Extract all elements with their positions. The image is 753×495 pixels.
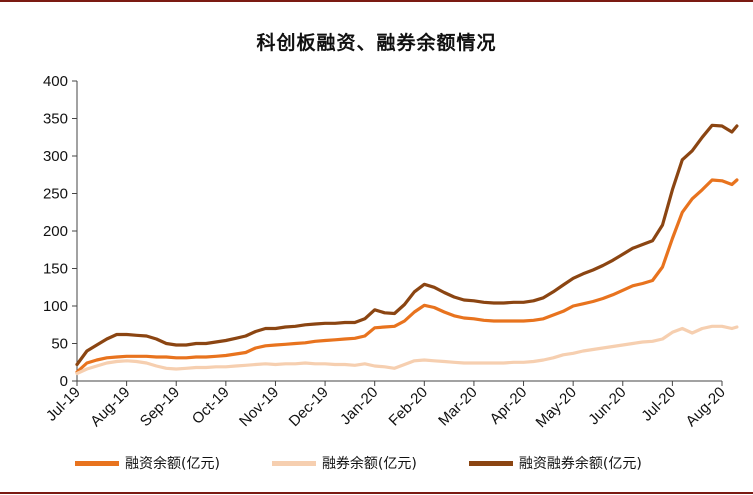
x-tick-label: May-20 — [533, 384, 580, 431]
legend-label-securities-lending: 融券余额(亿元) — [321, 456, 417, 472]
legend-label-financing: 融资余额(亿元) — [125, 456, 220, 472]
securities-lending-balance-line — [75, 324, 739, 376]
x-tick-label: Apr-20 — [487, 384, 531, 428]
x-tick-label: Nov-19 — [236, 384, 282, 430]
x-tick-label: Sep-19 — [137, 384, 183, 430]
legend: 融资余额(亿元) 融券余额(亿元) 融资融券余额(亿元) — [75, 452, 715, 474]
x-tick-label: Jul-20 — [638, 384, 679, 425]
y-tick-label: 100 — [43, 298, 68, 315]
legend-item-securities-lending: 融券余额(亿元) — [271, 453, 417, 473]
x-tick-label: Aug-19 — [87, 384, 133, 430]
total-balance-line — [75, 123, 739, 367]
y-tick-label: 400 — [43, 73, 68, 90]
legend-swatch-total — [468, 460, 513, 466]
chart-title: 科创板融资、融券余额情况 — [256, 32, 497, 54]
series-layer — [75, 123, 739, 376]
x-tick-label: Aug-20 — [683, 384, 729, 430]
financing-balance-line — [75, 178, 739, 374]
y-tick-label: 300 — [43, 148, 68, 165]
x-tick-label: Mar-20 — [435, 384, 481, 430]
x-tick-label: Feb-20 — [386, 384, 432, 430]
legend-label-total: 融资融券余额(亿元) — [518, 456, 642, 472]
x-tick-label: Dec-19 — [286, 384, 332, 430]
y-tick-label: 250 — [43, 186, 68, 203]
x-tick-label: Jan-20 — [337, 384, 381, 428]
legend-item-financing: 融资余额(亿元) — [75, 453, 220, 473]
legend-swatch-securities-lending — [271, 460, 316, 466]
top-rule — [0, 0, 753, 2]
bottom-rule — [0, 492, 753, 494]
legend-swatch-financing — [75, 460, 119, 466]
y-tick-label: 200 — [43, 223, 68, 240]
x-tick-label: Jun-20 — [585, 384, 629, 428]
legend-item-total: 融资融券余额(亿元) — [468, 453, 642, 473]
y-tick-label: 350 — [43, 111, 68, 128]
y-tick-label: 50 — [51, 336, 68, 353]
x-tick-label: Oct-19 — [189, 384, 233, 428]
y-tick-label: 150 — [43, 261, 68, 278]
y-tick-label: 0 — [60, 373, 68, 390]
